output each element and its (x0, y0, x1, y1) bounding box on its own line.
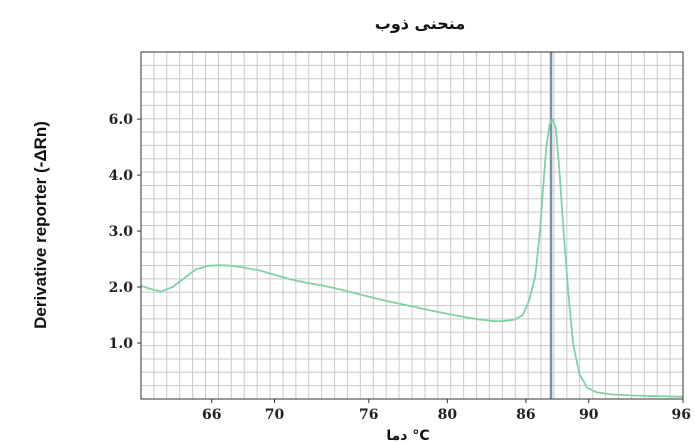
plot-frame (140, 51, 684, 400)
x-tick-label: 80 (438, 407, 458, 423)
y-tick-label: 2.0 (109, 280, 134, 296)
y-tick-label: 4.0 (109, 168, 134, 184)
x-tick-label: 96 (672, 407, 691, 423)
series-layer (140, 118, 684, 398)
chart-title: منحنی ذوب (375, 14, 466, 33)
x-tick-label: 90 (579, 407, 599, 423)
x-tick-label: 66 (202, 407, 221, 423)
y-tick-label: 1.0 (109, 336, 134, 352)
x-tick-label: 76 (359, 407, 378, 423)
series-line-1 (140, 118, 684, 398)
x-tick-label: 70 (265, 407, 285, 423)
x-axis-label: دما °C (386, 428, 429, 444)
x-axis-ticks: 66 70 76 80 86 90 96 (202, 399, 691, 423)
y-tick-label: 6.0 (109, 112, 134, 128)
x-tick-label: 86 (516, 407, 535, 423)
y-tick-label: 3.0 (109, 224, 134, 240)
y-axis-ticks: 1.0 2.0 3.0 4.0 6.0 (109, 112, 141, 352)
y-axis-label: Derivative reporter (-ΔRn) (31, 121, 50, 329)
grid (141, 52, 683, 399)
